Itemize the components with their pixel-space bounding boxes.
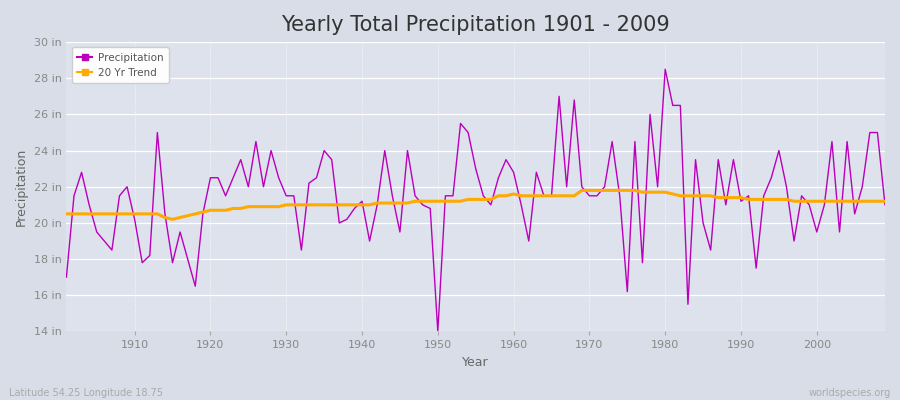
Text: worldspecies.org: worldspecies.org <box>809 388 891 398</box>
Title: Yearly Total Precipitation 1901 - 2009: Yearly Total Precipitation 1901 - 2009 <box>282 15 670 35</box>
X-axis label: Year: Year <box>463 356 489 369</box>
Y-axis label: Precipitation: Precipitation <box>15 148 28 226</box>
Text: Latitude 54.25 Longitude 18.75: Latitude 54.25 Longitude 18.75 <box>9 388 163 398</box>
Legend: Precipitation, 20 Yr Trend: Precipitation, 20 Yr Trend <box>72 47 168 83</box>
